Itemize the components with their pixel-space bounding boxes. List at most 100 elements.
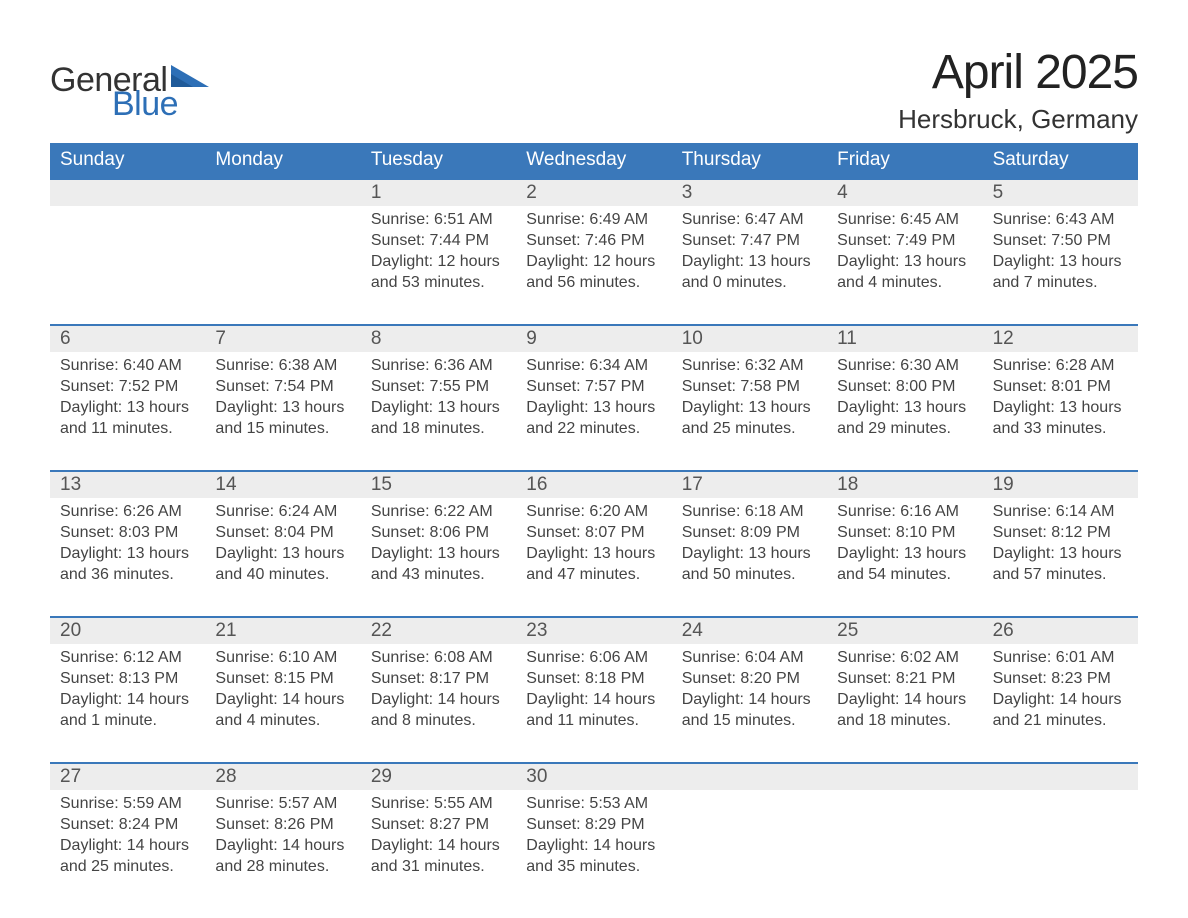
sunrise-text: Sunrise: 6:10 AM [215, 648, 350, 668]
day-body-cell [205, 206, 360, 324]
daynum-cell: 18 [827, 472, 982, 498]
daylight-line2: and 15 minutes. [215, 419, 350, 439]
day-body-cell [827, 790, 982, 908]
daynum-cell: 27 [50, 764, 205, 790]
day-body-cell: Sunrise: 5:57 AMSunset: 8:26 PMDaylight:… [205, 790, 360, 908]
daynum-row: 20212223242526 [50, 618, 1138, 644]
sunset-text: Sunset: 7:50 PM [993, 231, 1128, 251]
sunset-text: Sunset: 8:01 PM [993, 377, 1128, 397]
sunrise-text: Sunrise: 6:12 AM [60, 648, 195, 668]
daynum-cell: 11 [827, 326, 982, 352]
day-body-cell: Sunrise: 6:14 AMSunset: 8:12 PMDaylight:… [983, 498, 1138, 616]
daylight-line1: Daylight: 14 hours [993, 690, 1128, 710]
daynum-cell: 24 [672, 618, 827, 644]
daynum-cell: 19 [983, 472, 1138, 498]
day-body-cell: Sunrise: 6:16 AMSunset: 8:10 PMDaylight:… [827, 498, 982, 616]
day-body-cell: Sunrise: 6:47 AMSunset: 7:47 PMDaylight:… [672, 206, 827, 324]
day-body-cell: Sunrise: 5:55 AMSunset: 8:27 PMDaylight:… [361, 790, 516, 908]
day-body-cell: Sunrise: 6:26 AMSunset: 8:03 PMDaylight:… [50, 498, 205, 616]
daylight-line1: Daylight: 14 hours [526, 836, 661, 856]
daylight-line1: Daylight: 13 hours [837, 252, 972, 272]
sunrise-text: Sunrise: 6:36 AM [371, 356, 506, 376]
sunrise-text: Sunrise: 6:40 AM [60, 356, 195, 376]
daylight-line1: Daylight: 13 hours [60, 544, 195, 564]
sunset-text: Sunset: 7:47 PM [682, 231, 817, 251]
daylight-line1: Daylight: 14 hours [215, 690, 350, 710]
daynum-cell: 5 [983, 180, 1138, 206]
daynum-cell: 6 [50, 326, 205, 352]
daylight-line1: Daylight: 13 hours [993, 398, 1128, 418]
day-body-cell: Sunrise: 6:08 AMSunset: 8:17 PMDaylight:… [361, 644, 516, 762]
sunset-text: Sunset: 8:09 PM [682, 523, 817, 543]
dow-cell: Tuesday [361, 143, 516, 178]
daylight-line1: Daylight: 13 hours [682, 544, 817, 564]
daylight-line2: and 36 minutes. [60, 565, 195, 585]
day-body-cell: Sunrise: 6:34 AMSunset: 7:57 PMDaylight:… [516, 352, 671, 470]
day-body-cell: Sunrise: 6:43 AMSunset: 7:50 PMDaylight:… [983, 206, 1138, 324]
day-body-row: Sunrise: 6:26 AMSunset: 8:03 PMDaylight:… [50, 498, 1138, 616]
daynum-cell: 20 [50, 618, 205, 644]
daynum-cell: 25 [827, 618, 982, 644]
sunset-text: Sunset: 7:44 PM [371, 231, 506, 251]
daylight-line2: and 47 minutes. [526, 565, 661, 585]
daylight-line1: Daylight: 12 hours [371, 252, 506, 272]
dow-cell: Thursday [672, 143, 827, 178]
daylight-line1: Daylight: 13 hours [60, 398, 195, 418]
daylight-line1: Daylight: 13 hours [215, 544, 350, 564]
day-body-cell: Sunrise: 6:12 AMSunset: 8:13 PMDaylight:… [50, 644, 205, 762]
sunrise-text: Sunrise: 5:57 AM [215, 794, 350, 814]
daylight-line2: and 21 minutes. [993, 711, 1128, 731]
sunrise-text: Sunrise: 6:26 AM [60, 502, 195, 522]
sunset-text: Sunset: 7:52 PM [60, 377, 195, 397]
sunrise-text: Sunrise: 6:32 AM [682, 356, 817, 376]
daylight-line2: and 28 minutes. [215, 857, 350, 877]
week: 27282930Sunrise: 5:59 AMSunset: 8:24 PMD… [50, 762, 1138, 908]
day-body-cell [672, 790, 827, 908]
dow-cell: Sunday [50, 143, 205, 178]
daynum-cell [983, 764, 1138, 790]
daylight-line1: Daylight: 13 hours [371, 398, 506, 418]
dow-cell: Wednesday [516, 143, 671, 178]
sunrise-text: Sunrise: 6:49 AM [526, 210, 661, 230]
daylight-line2: and 11 minutes. [60, 419, 195, 439]
daynum-cell [672, 764, 827, 790]
daylight-line2: and 43 minutes. [371, 565, 506, 585]
sunrise-text: Sunrise: 6:20 AM [526, 502, 661, 522]
day-body-cell: Sunrise: 6:04 AMSunset: 8:20 PMDaylight:… [672, 644, 827, 762]
daynum-cell: 22 [361, 618, 516, 644]
month-title: April 2025 [898, 45, 1138, 100]
sunrise-text: Sunrise: 6:16 AM [837, 502, 972, 522]
header: General Blue April 2025 Hersbruck, Germa… [50, 45, 1138, 135]
sunset-text: Sunset: 8:24 PM [60, 815, 195, 835]
daylight-line2: and 53 minutes. [371, 273, 506, 293]
sunrise-text: Sunrise: 6:24 AM [215, 502, 350, 522]
sunset-text: Sunset: 8:04 PM [215, 523, 350, 543]
sunrise-text: Sunrise: 6:04 AM [682, 648, 817, 668]
daynum-cell: 12 [983, 326, 1138, 352]
logo: General Blue [50, 45, 209, 121]
daylight-line1: Daylight: 14 hours [837, 690, 972, 710]
sunrise-text: Sunrise: 6:18 AM [682, 502, 817, 522]
daylight-line2: and 0 minutes. [682, 273, 817, 293]
daylight-line2: and 18 minutes. [837, 711, 972, 731]
daylight-line2: and 29 minutes. [837, 419, 972, 439]
daylight-line1: Daylight: 13 hours [526, 398, 661, 418]
daynum-cell: 8 [361, 326, 516, 352]
day-body-cell: Sunrise: 6:51 AMSunset: 7:44 PMDaylight:… [361, 206, 516, 324]
day-body-cell: Sunrise: 6:24 AMSunset: 8:04 PMDaylight:… [205, 498, 360, 616]
daynum-cell: 1 [361, 180, 516, 206]
day-body-cell: Sunrise: 6:49 AMSunset: 7:46 PMDaylight:… [516, 206, 671, 324]
daynum-cell: 3 [672, 180, 827, 206]
sunset-text: Sunset: 8:20 PM [682, 669, 817, 689]
daylight-line1: Daylight: 14 hours [682, 690, 817, 710]
daylight-line1: Daylight: 13 hours [526, 544, 661, 564]
day-body-row: Sunrise: 6:51 AMSunset: 7:44 PMDaylight:… [50, 206, 1138, 324]
daylight-line1: Daylight: 13 hours [993, 252, 1128, 272]
week: 12345Sunrise: 6:51 AMSunset: 7:44 PMDayl… [50, 178, 1138, 324]
sunrise-text: Sunrise: 6:34 AM [526, 356, 661, 376]
sunset-text: Sunset: 8:29 PM [526, 815, 661, 835]
daylight-line1: Daylight: 14 hours [60, 836, 195, 856]
daynum-cell: 26 [983, 618, 1138, 644]
daylight-line2: and 11 minutes. [526, 711, 661, 731]
daynum-cell: 7 [205, 326, 360, 352]
